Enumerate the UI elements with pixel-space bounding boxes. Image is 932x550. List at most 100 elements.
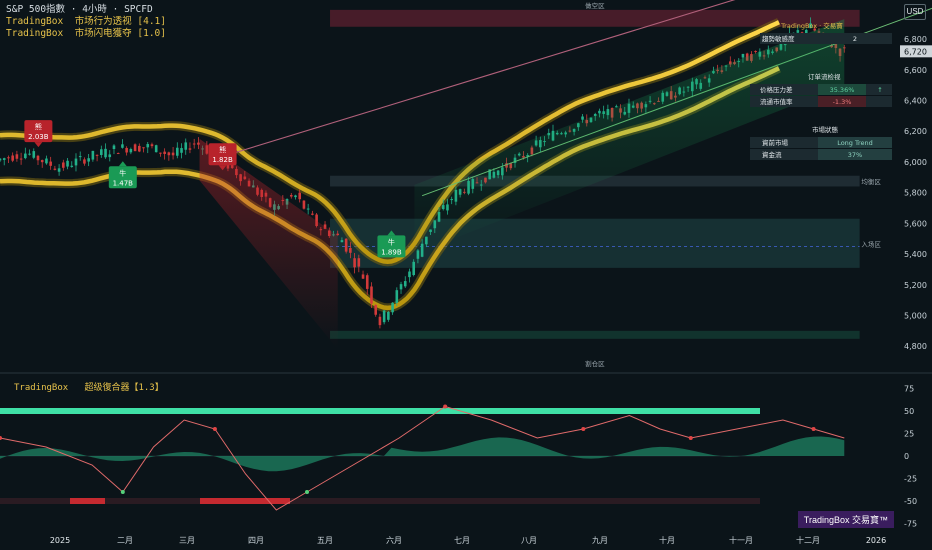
candle-body [340, 240, 344, 243]
candle-body [754, 50, 757, 52]
currency-button[interactable]: USD [904, 4, 926, 20]
zone-1 [330, 9, 860, 27]
candle-body [323, 224, 327, 229]
candle-body [2, 158, 6, 160]
signal-label: 牛 [119, 168, 126, 177]
osc-red-mark-1 [70, 498, 105, 504]
candle-body [24, 153, 27, 159]
flow-row-value-cell [818, 96, 866, 107]
candle-body [361, 274, 365, 279]
flow-row-value-cell [818, 84, 866, 95]
osc-top-strip [0, 408, 760, 414]
candle-body [150, 144, 154, 147]
candle-body [298, 192, 302, 200]
candle-body [796, 30, 800, 33]
state-row-value: 37% [848, 151, 862, 159]
candle-body [40, 160, 44, 163]
time-tick: 九月 [592, 536, 608, 545]
candle-body [116, 153, 120, 155]
candle-body [45, 158, 48, 164]
bear-fade [199, 138, 338, 350]
state-row-value: Long Trend [837, 139, 873, 147]
candle-body [349, 248, 352, 253]
candle-body [125, 147, 128, 153]
candle-body [100, 149, 103, 155]
signal-box [377, 235, 406, 258]
candle-body [87, 158, 90, 162]
time-tick: 十二月 [796, 535, 820, 545]
candle-body [66, 160, 69, 167]
time-tick: 三月 [179, 536, 195, 545]
candle-body [378, 316, 382, 326]
candle-body [138, 145, 141, 152]
osc-tick: 50 [904, 407, 914, 416]
trend-label: 趨勢敏感度 [762, 34, 795, 43]
oscillator-title: TradingBox 超级復合器【1.3】 [14, 380, 164, 393]
section-1-title: 订单流检视 [808, 72, 841, 81]
candle-body [32, 151, 36, 158]
flow-row-label: 价格压力差 [760, 85, 793, 94]
last-price: 6,720 [904, 47, 927, 56]
indicator-1-name: TradingBox [6, 16, 64, 27]
candle-body [365, 275, 369, 289]
flow-row-value: 35.36% [830, 86, 855, 94]
osc-tick: 25 [904, 430, 914, 439]
candle-body [374, 304, 378, 315]
time-tick: 五月 [317, 536, 333, 545]
price-tick: 6,200 [904, 127, 927, 136]
candle-body [336, 233, 340, 236]
state-row-label: 資前市場 [762, 138, 789, 147]
signal-bull-4: 牛 1.89B [377, 230, 406, 258]
price-tick: 5,000 [904, 311, 927, 320]
time-tick: 六月 [386, 535, 402, 545]
candle-body [180, 148, 183, 153]
candle-body [184, 142, 188, 150]
candle-body [146, 144, 150, 148]
zone-label-4: 割仓区 [585, 359, 605, 368]
indicator-2: TradingBox 市场闪电獲夺 [1.0] [6, 28, 166, 40]
time-tick: 2025 [50, 536, 70, 545]
candle-body [28, 153, 31, 155]
signal-bear-3: 熊 1.82B [208, 143, 237, 171]
price-tick: 6,400 [904, 96, 927, 105]
candle-body [57, 168, 61, 172]
signal-pointer [118, 161, 127, 167]
zone-4 [330, 330, 860, 339]
signal-pointer [218, 165, 227, 171]
flow-row-label: 流通市值率 [760, 97, 793, 106]
trend-value: 2 [853, 35, 857, 43]
candle-body [108, 154, 112, 158]
candle-body [91, 150, 95, 160]
price-tick: 5,200 [904, 281, 927, 290]
flow-row-value: -1.3% [833, 98, 852, 106]
zone-label-2: 均衡区 [861, 177, 881, 186]
candle-body [408, 271, 411, 278]
oscillator-name: TradingBox [14, 383, 69, 393]
candle-body [74, 158, 78, 166]
upper-band [0, 20, 780, 265]
bull-fade [414, 19, 845, 255]
candle-body [306, 208, 310, 210]
indicator-1-label: 市场行为透视 [4.1] [74, 16, 166, 27]
candle-body [593, 114, 597, 116]
signal-value: 2.03B [28, 133, 49, 141]
candle-body [11, 155, 14, 161]
indicator-2-label: 市场闪电獲夺 [1.0] [74, 28, 166, 39]
candle-body [813, 28, 817, 31]
signal-box [208, 143, 237, 166]
candle-body [387, 311, 390, 320]
candle-body [163, 151, 166, 154]
osc-point [811, 427, 816, 431]
candle-body [53, 168, 57, 170]
osc-histogram [0, 436, 845, 472]
osc-tick: -25 [904, 475, 917, 484]
candle-body [62, 162, 65, 168]
candle-body [175, 147, 179, 156]
osc-point [212, 427, 217, 431]
candle-body [49, 161, 52, 166]
price-tick: 5,400 [904, 250, 927, 259]
osc-point [120, 490, 125, 494]
candle-body [728, 61, 732, 65]
candle-body [598, 110, 601, 114]
